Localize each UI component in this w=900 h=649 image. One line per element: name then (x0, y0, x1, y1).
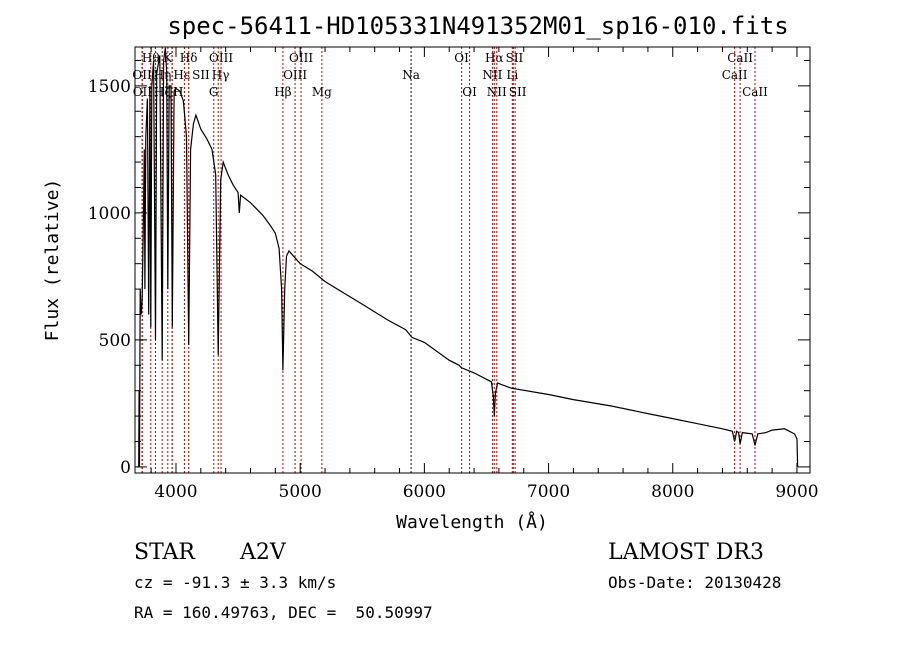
redshift-cz: cz = -91.3 ± 3.3 km/s (134, 573, 337, 592)
y-tick-label: 1500 (88, 77, 131, 97)
line-marker-label: NII (487, 85, 507, 99)
x-tick-label: 9000 (775, 482, 818, 502)
plot-frame (134, 46, 811, 474)
line-marker-label: NII (482, 68, 502, 82)
spectrum-line (137, 47, 799, 468)
ra-dec-coords: RA = 160.49763, DEC = 50.50997 (134, 603, 433, 622)
line-marker-label: Li (506, 68, 518, 82)
line-marker-label: OI (454, 51, 469, 65)
line-marker-label: OIII (209, 51, 233, 65)
chart-title: spec-56411-HD105331N491352M01_sp16-010.f… (167, 12, 788, 40)
y-tick-label: 1000 (88, 204, 131, 224)
line-marker-label: CaII (727, 51, 753, 65)
line-marker-label: OIII (289, 51, 313, 65)
line-marker-label: OIII (283, 68, 307, 82)
x-tick-label: 7000 (527, 482, 570, 502)
line-marker-label: OII (133, 85, 153, 99)
x-axis-label: Wavelength (Å) (396, 511, 548, 533)
line-marker-label: Na (402, 68, 420, 82)
line-marker-label: Hε (173, 68, 190, 82)
line-marker-label: OI (462, 85, 477, 99)
axes-ticks: 4000 5000 6000 7000 8000 9000 0 500 1000 1500 (88, 47, 819, 502)
x-tick-label: 6000 (403, 482, 446, 502)
object-class: STAR (134, 540, 195, 565)
x-tick-label: 5000 (279, 482, 322, 502)
line-marker-label: CaII (722, 68, 748, 82)
line-marker-label: H (173, 85, 183, 99)
line-marker-label: Hα (485, 51, 504, 65)
line-marker-label: K (163, 51, 173, 65)
line-marker-label: Hδ (180, 51, 198, 65)
x-tick-label: 8000 (651, 482, 694, 502)
line-marker-label: Hγ (212, 68, 230, 82)
line-marker-label: G (209, 85, 219, 99)
line-marker-label: Mg (312, 85, 332, 99)
y-tick-label: 500 (99, 331, 131, 351)
line-marker-label: SII (509, 85, 527, 99)
line-marker-label: SII (192, 68, 210, 82)
x-tick-label: 4000 (154, 482, 197, 502)
y-axis-label: Flux (relative) (42, 179, 63, 342)
object-subclass: A2V (240, 540, 286, 565)
line-marker-label: CaII (742, 85, 768, 99)
survey-name: LAMOST DR3 (608, 540, 764, 565)
line-marker-label: Hθ (142, 51, 160, 65)
line-marker-label: SII (506, 51, 524, 65)
obs-date: Obs-Date: 20130428 (608, 573, 782, 592)
y-tick-label: 0 (120, 458, 131, 478)
line-marker-label: Hβ (274, 85, 291, 99)
